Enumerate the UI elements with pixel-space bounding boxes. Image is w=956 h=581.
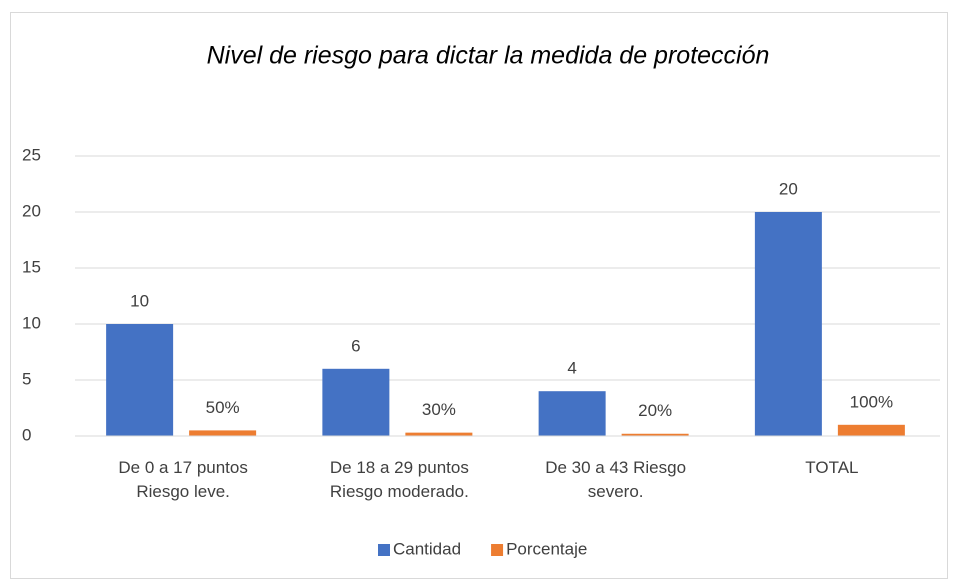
data-label: 20: [779, 179, 798, 198]
data-label: 100%: [850, 392, 893, 411]
chart-title: Nivel de riesgo para dictar la medida de…: [207, 42, 770, 70]
bar: [106, 324, 174, 436]
data-label: 10: [130, 291, 149, 310]
y-tick-label: 15: [22, 257, 41, 276]
y-tick-label: 5: [22, 369, 31, 388]
y-tick-label: 10: [22, 313, 41, 332]
data-label: 30%: [422, 400, 456, 419]
bar: [322, 368, 390, 436]
x-tick-label-box: De 18 a 29 puntos Riesgo moderado.: [329, 458, 469, 501]
y-tick-label: 20: [22, 201, 41, 220]
data-label: 6: [351, 336, 360, 355]
bar: [837, 424, 905, 436]
legend-label: Porcentaje: [506, 539, 587, 558]
bar: [621, 433, 689, 436]
data-label: 50%: [206, 398, 240, 417]
x-tick-label-box: De 30 a 43 Riesgo severo.: [545, 458, 687, 501]
data-label: 4: [567, 359, 576, 378]
x-tick-label: De 30 a 43 Riesgo severo.: [545, 458, 687, 501]
x-tick-label-box: TOTAL: [805, 458, 859, 477]
data-label: 20%: [638, 401, 672, 420]
x-tick-label: De 18 a 29 puntos Riesgo moderado.: [329, 458, 469, 501]
y-tick-label: 25: [22, 145, 41, 164]
legend-swatch: [378, 544, 390, 556]
bar: [754, 212, 822, 436]
x-tick-label: De 0 a 17 puntos Riesgo leve.: [118, 458, 248, 501]
bar: [538, 391, 606, 436]
y-tick-label: 0: [22, 425, 31, 444]
legend-label: Cantidad: [393, 539, 461, 558]
bar: [405, 432, 473, 436]
x-tick-label-box: De 0 a 17 puntos Riesgo leve.: [118, 458, 248, 501]
legend-swatch: [491, 544, 504, 556]
x-tick-label: TOTAL: [805, 458, 859, 477]
bar: [189, 430, 257, 436]
